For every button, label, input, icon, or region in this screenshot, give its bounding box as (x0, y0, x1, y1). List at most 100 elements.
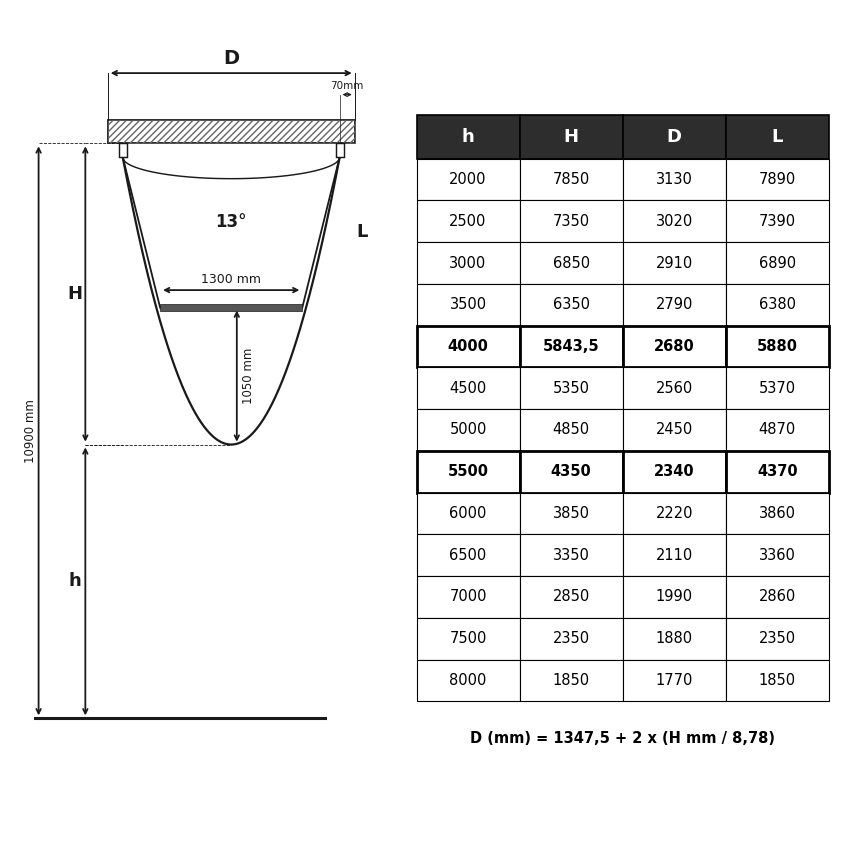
Text: 2350: 2350 (759, 632, 796, 646)
Bar (726, 450, 829, 493)
Text: 2340: 2340 (654, 464, 694, 479)
Bar (622, 450, 726, 493)
Text: 7350: 7350 (552, 214, 590, 229)
Text: 2860: 2860 (758, 589, 796, 604)
Bar (519, 242, 622, 284)
Text: 1850: 1850 (552, 673, 590, 688)
Text: 4870: 4870 (758, 422, 796, 438)
Bar (519, 326, 622, 367)
Text: 8000: 8000 (450, 673, 487, 688)
Text: 7000: 7000 (450, 589, 487, 604)
Bar (726, 326, 829, 367)
Bar (519, 284, 622, 326)
Bar (519, 535, 622, 576)
Polygon shape (119, 144, 127, 157)
Text: H: H (67, 285, 82, 303)
Text: 6850: 6850 (552, 256, 590, 270)
Bar (416, 535, 519, 576)
Text: 4370: 4370 (756, 464, 797, 479)
Bar (726, 242, 829, 284)
Bar (726, 493, 829, 535)
Text: L: L (772, 128, 783, 145)
Bar (622, 618, 726, 660)
Text: h: h (462, 128, 474, 145)
Text: 2000: 2000 (450, 172, 487, 187)
Bar (519, 409, 622, 450)
Text: D (mm) = 1347,5 + 2 x (H mm / 8,78): D (mm) = 1347,5 + 2 x (H mm / 8,78) (470, 731, 775, 745)
Polygon shape (160, 304, 303, 311)
Text: 13°: 13° (215, 212, 247, 230)
Bar (726, 660, 829, 701)
Bar (622, 535, 726, 576)
Text: 6500: 6500 (450, 547, 487, 563)
Text: 7390: 7390 (759, 214, 796, 229)
Bar (519, 201, 622, 242)
Text: 1850: 1850 (759, 673, 796, 688)
Bar (622, 326, 726, 367)
Text: L: L (356, 224, 368, 241)
Bar (726, 535, 829, 576)
Text: 3500: 3500 (450, 298, 486, 312)
Bar (726, 409, 829, 450)
Bar (519, 367, 622, 409)
Text: 5370: 5370 (759, 381, 796, 396)
Bar (416, 660, 519, 701)
Text: 1770: 1770 (655, 673, 693, 688)
Text: 4500: 4500 (450, 381, 487, 396)
Bar (726, 367, 829, 409)
Bar (519, 618, 622, 660)
Text: 3360: 3360 (759, 547, 796, 563)
Bar (416, 618, 519, 660)
Bar (416, 242, 519, 284)
Bar (416, 201, 519, 242)
Bar (622, 284, 726, 326)
Bar (416, 493, 519, 535)
Text: 7500: 7500 (450, 632, 487, 646)
Bar (622, 493, 726, 535)
Text: H: H (564, 128, 579, 145)
Text: 2680: 2680 (654, 339, 694, 354)
Text: 3860: 3860 (759, 506, 796, 521)
Text: 5350: 5350 (552, 381, 590, 396)
Text: 1990: 1990 (655, 589, 693, 604)
Bar (726, 201, 829, 242)
Text: 3020: 3020 (655, 214, 693, 229)
Bar (416, 450, 519, 493)
Bar (519, 660, 622, 701)
Bar (519, 576, 622, 618)
Bar (416, 409, 519, 450)
Bar (726, 618, 829, 660)
Text: 2910: 2910 (655, 256, 693, 270)
Text: D: D (666, 128, 682, 145)
Bar (622, 660, 726, 701)
Bar (622, 367, 726, 409)
Bar (519, 115, 622, 159)
Bar (726, 284, 829, 326)
Text: 2850: 2850 (552, 589, 590, 604)
Text: 6890: 6890 (759, 256, 796, 270)
Text: 4850: 4850 (552, 422, 590, 438)
Bar (622, 115, 726, 159)
Bar (622, 576, 726, 618)
Text: 3350: 3350 (552, 547, 590, 563)
Polygon shape (336, 144, 343, 157)
FancyBboxPatch shape (108, 120, 354, 144)
Bar (622, 242, 726, 284)
Text: 2790: 2790 (655, 298, 693, 312)
Text: 5880: 5880 (756, 339, 797, 354)
Bar (519, 450, 622, 493)
Text: 1300 mm: 1300 mm (201, 273, 261, 286)
Bar (416, 367, 519, 409)
Text: h: h (69, 572, 82, 591)
Text: 1050 mm: 1050 mm (242, 348, 255, 405)
Bar (622, 201, 726, 242)
Text: 2110: 2110 (655, 547, 693, 563)
Text: 5843,5: 5843,5 (543, 339, 599, 354)
Bar (622, 409, 726, 450)
Text: 4350: 4350 (551, 464, 592, 479)
Text: 10900 mm: 10900 mm (24, 399, 37, 462)
Text: 3000: 3000 (450, 256, 487, 270)
Text: 3130: 3130 (655, 172, 693, 187)
Text: 2220: 2220 (655, 506, 693, 521)
Text: D: D (224, 49, 239, 68)
